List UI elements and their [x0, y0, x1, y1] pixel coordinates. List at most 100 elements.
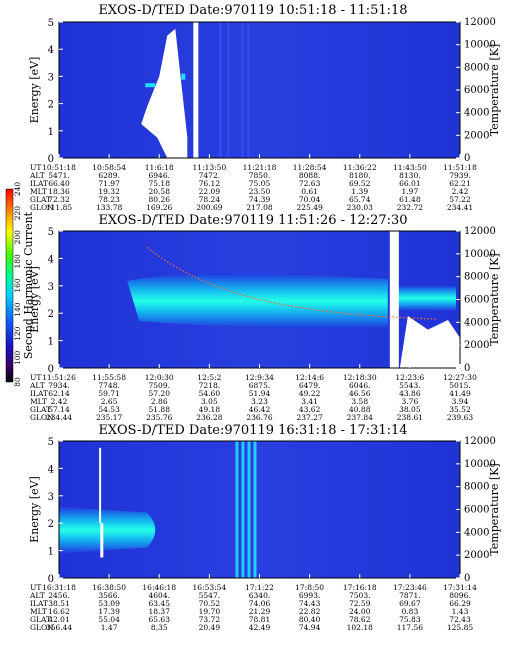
table-cell: 8.35 [151, 623, 168, 632]
table-cell: 4604. [149, 591, 170, 600]
table-cell: 62.14 [48, 389, 70, 398]
temperature-trace [146, 246, 436, 320]
table-cell: 46.56 [349, 389, 371, 398]
colorbar-label: Second Harmonic Current [22, 211, 35, 359]
table-cell: 51.88 [149, 405, 171, 414]
table-cell: 61.48 [399, 195, 421, 204]
y2-tick-label: 4000 [464, 527, 489, 538]
table-row-label: ILAT [30, 599, 48, 608]
table-cell: 230.03 [347, 203, 373, 212]
table-cell: 11:28:54 [293, 163, 327, 172]
table-row-label: GLON [30, 413, 54, 422]
table-cell: 78.23 [98, 195, 120, 204]
table-cell: 3.94 [452, 397, 469, 406]
table-cell: 17.39 [98, 607, 120, 616]
table-cell: 236.76 [246, 413, 272, 422]
table-cell: 62.21 [449, 179, 470, 188]
y-tick-label: 5 [48, 437, 54, 448]
table-cell: 75.83 [399, 615, 421, 624]
table-cell: 24.00 [349, 607, 371, 616]
table-cell: 19.32 [98, 187, 120, 196]
table-row-label: GLAT [30, 405, 51, 414]
y2-tick-label: 8000 [464, 62, 489, 73]
table-cell: 38.51 [48, 599, 69, 608]
table-cell: 11:13:50 [193, 163, 227, 172]
table-cell: 18.36 [48, 187, 70, 196]
table-cell: 70.52 [199, 599, 221, 608]
chart-title: EXOS-D/TED Date:970119 16:31:18 - 17:31:… [98, 423, 407, 438]
chart-title: EXOS-D/TED Date:970119 11:51:26 - 12:27:… [98, 213, 407, 228]
table-cell: 6340. [249, 591, 270, 600]
table-cell: 66.01 [399, 179, 420, 188]
table-cell: 11:43:50 [393, 163, 427, 172]
streak [219, 22, 222, 158]
table-cell: 8088. [299, 171, 320, 180]
y2-tick-label: 2000 [464, 550, 489, 561]
table-cell: 63.45 [149, 599, 171, 608]
table-cell: 16:46:18 [142, 583, 176, 592]
table-cell: 49.22 [299, 389, 321, 398]
y-tick-label: 3 [48, 282, 54, 293]
table-cell: 7503. [349, 591, 370, 600]
table-cell: 1.97 [402, 187, 419, 196]
table-cell: 72.63 [299, 179, 321, 188]
y2-tick-label: 12000 [464, 17, 496, 28]
emission-band-end [395, 285, 456, 311]
colorbar-tick-label: 200 [13, 230, 22, 245]
y-tick-label: 3 [48, 72, 54, 83]
table-cell: 20.49 [199, 623, 221, 632]
table-cell: 1.39 [351, 187, 368, 196]
saturated-streak [100, 523, 104, 558]
table-cell: 117.56 [397, 623, 423, 632]
table-row-label: UT [30, 163, 41, 172]
y2-tick-label: 6000 [464, 295, 489, 306]
table-cell: 7218. [199, 381, 220, 390]
colorbar-tick-label: 140 [13, 302, 22, 317]
table-cell: 2456. [48, 591, 69, 600]
table-cell: 18.37 [149, 607, 171, 616]
table-cell: 57.14 [48, 405, 70, 414]
table-cell: 3.05 [201, 397, 218, 406]
table-cell: 12:5:2 [197, 373, 221, 382]
table-row-label: MLT [30, 397, 47, 406]
table-cell: 6046. [349, 381, 370, 390]
table-row-label: UT [30, 373, 41, 382]
y2-tick-label: 6000 [464, 505, 489, 516]
table-cell: 133.78 [96, 203, 122, 212]
saturated-region [141, 28, 188, 158]
y-tick-label: 1 [48, 547, 54, 558]
table-cell: 78.62 [349, 615, 371, 624]
colorbar-tick-label: 220 [13, 206, 22, 221]
streak [241, 441, 245, 578]
table-cell: 51.94 [249, 389, 271, 398]
y-tick-label: 4 [48, 464, 54, 475]
table-cell: 5543. [399, 381, 420, 390]
table-cell: 235.76 [146, 413, 172, 422]
panel-3: EXOS-D/TED Date:970119 16:31:18 - 17:31:… [28, 423, 501, 632]
table-cell: 46.42 [249, 405, 271, 414]
y2-tick-label: 10000 [464, 459, 496, 470]
table-row-label: GLON [30, 623, 54, 632]
table-cell: 43.62 [299, 405, 321, 414]
plot-area [59, 22, 460, 158]
colorbar-tick-label: 120 [13, 326, 22, 341]
table-cell: 10:51:18 [42, 163, 76, 172]
cyan-patch [145, 83, 156, 88]
table-row-label: ALT [29, 381, 45, 390]
table-cell: 78.81 [249, 615, 270, 624]
table-cell: 6875. [249, 381, 270, 390]
y-tick-label: 2 [48, 100, 54, 111]
y-axis-label: Energy [eV] [28, 266, 41, 333]
table-cell: 17:8:50 [295, 583, 324, 592]
table-cell: 78.24 [199, 195, 221, 204]
y2-tick-label: 2000 [464, 340, 489, 351]
table-cell: 6479. [299, 381, 320, 390]
table-cell: 66.29 [449, 599, 471, 608]
y2-tick-label: 10000 [464, 249, 496, 260]
y2-tick-label: 6000 [464, 85, 489, 96]
streak [227, 22, 230, 158]
table-cell: 65.63 [149, 615, 171, 624]
colorbar-tick-label: 240 [13, 182, 22, 197]
table-cell: 1.47 [101, 623, 118, 632]
table-row-label: UT [30, 583, 41, 592]
